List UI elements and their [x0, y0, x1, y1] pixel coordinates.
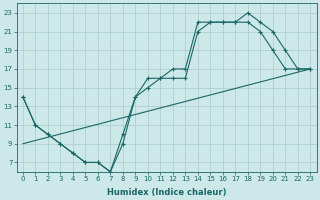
X-axis label: Humidex (Indice chaleur): Humidex (Indice chaleur): [107, 188, 226, 197]
